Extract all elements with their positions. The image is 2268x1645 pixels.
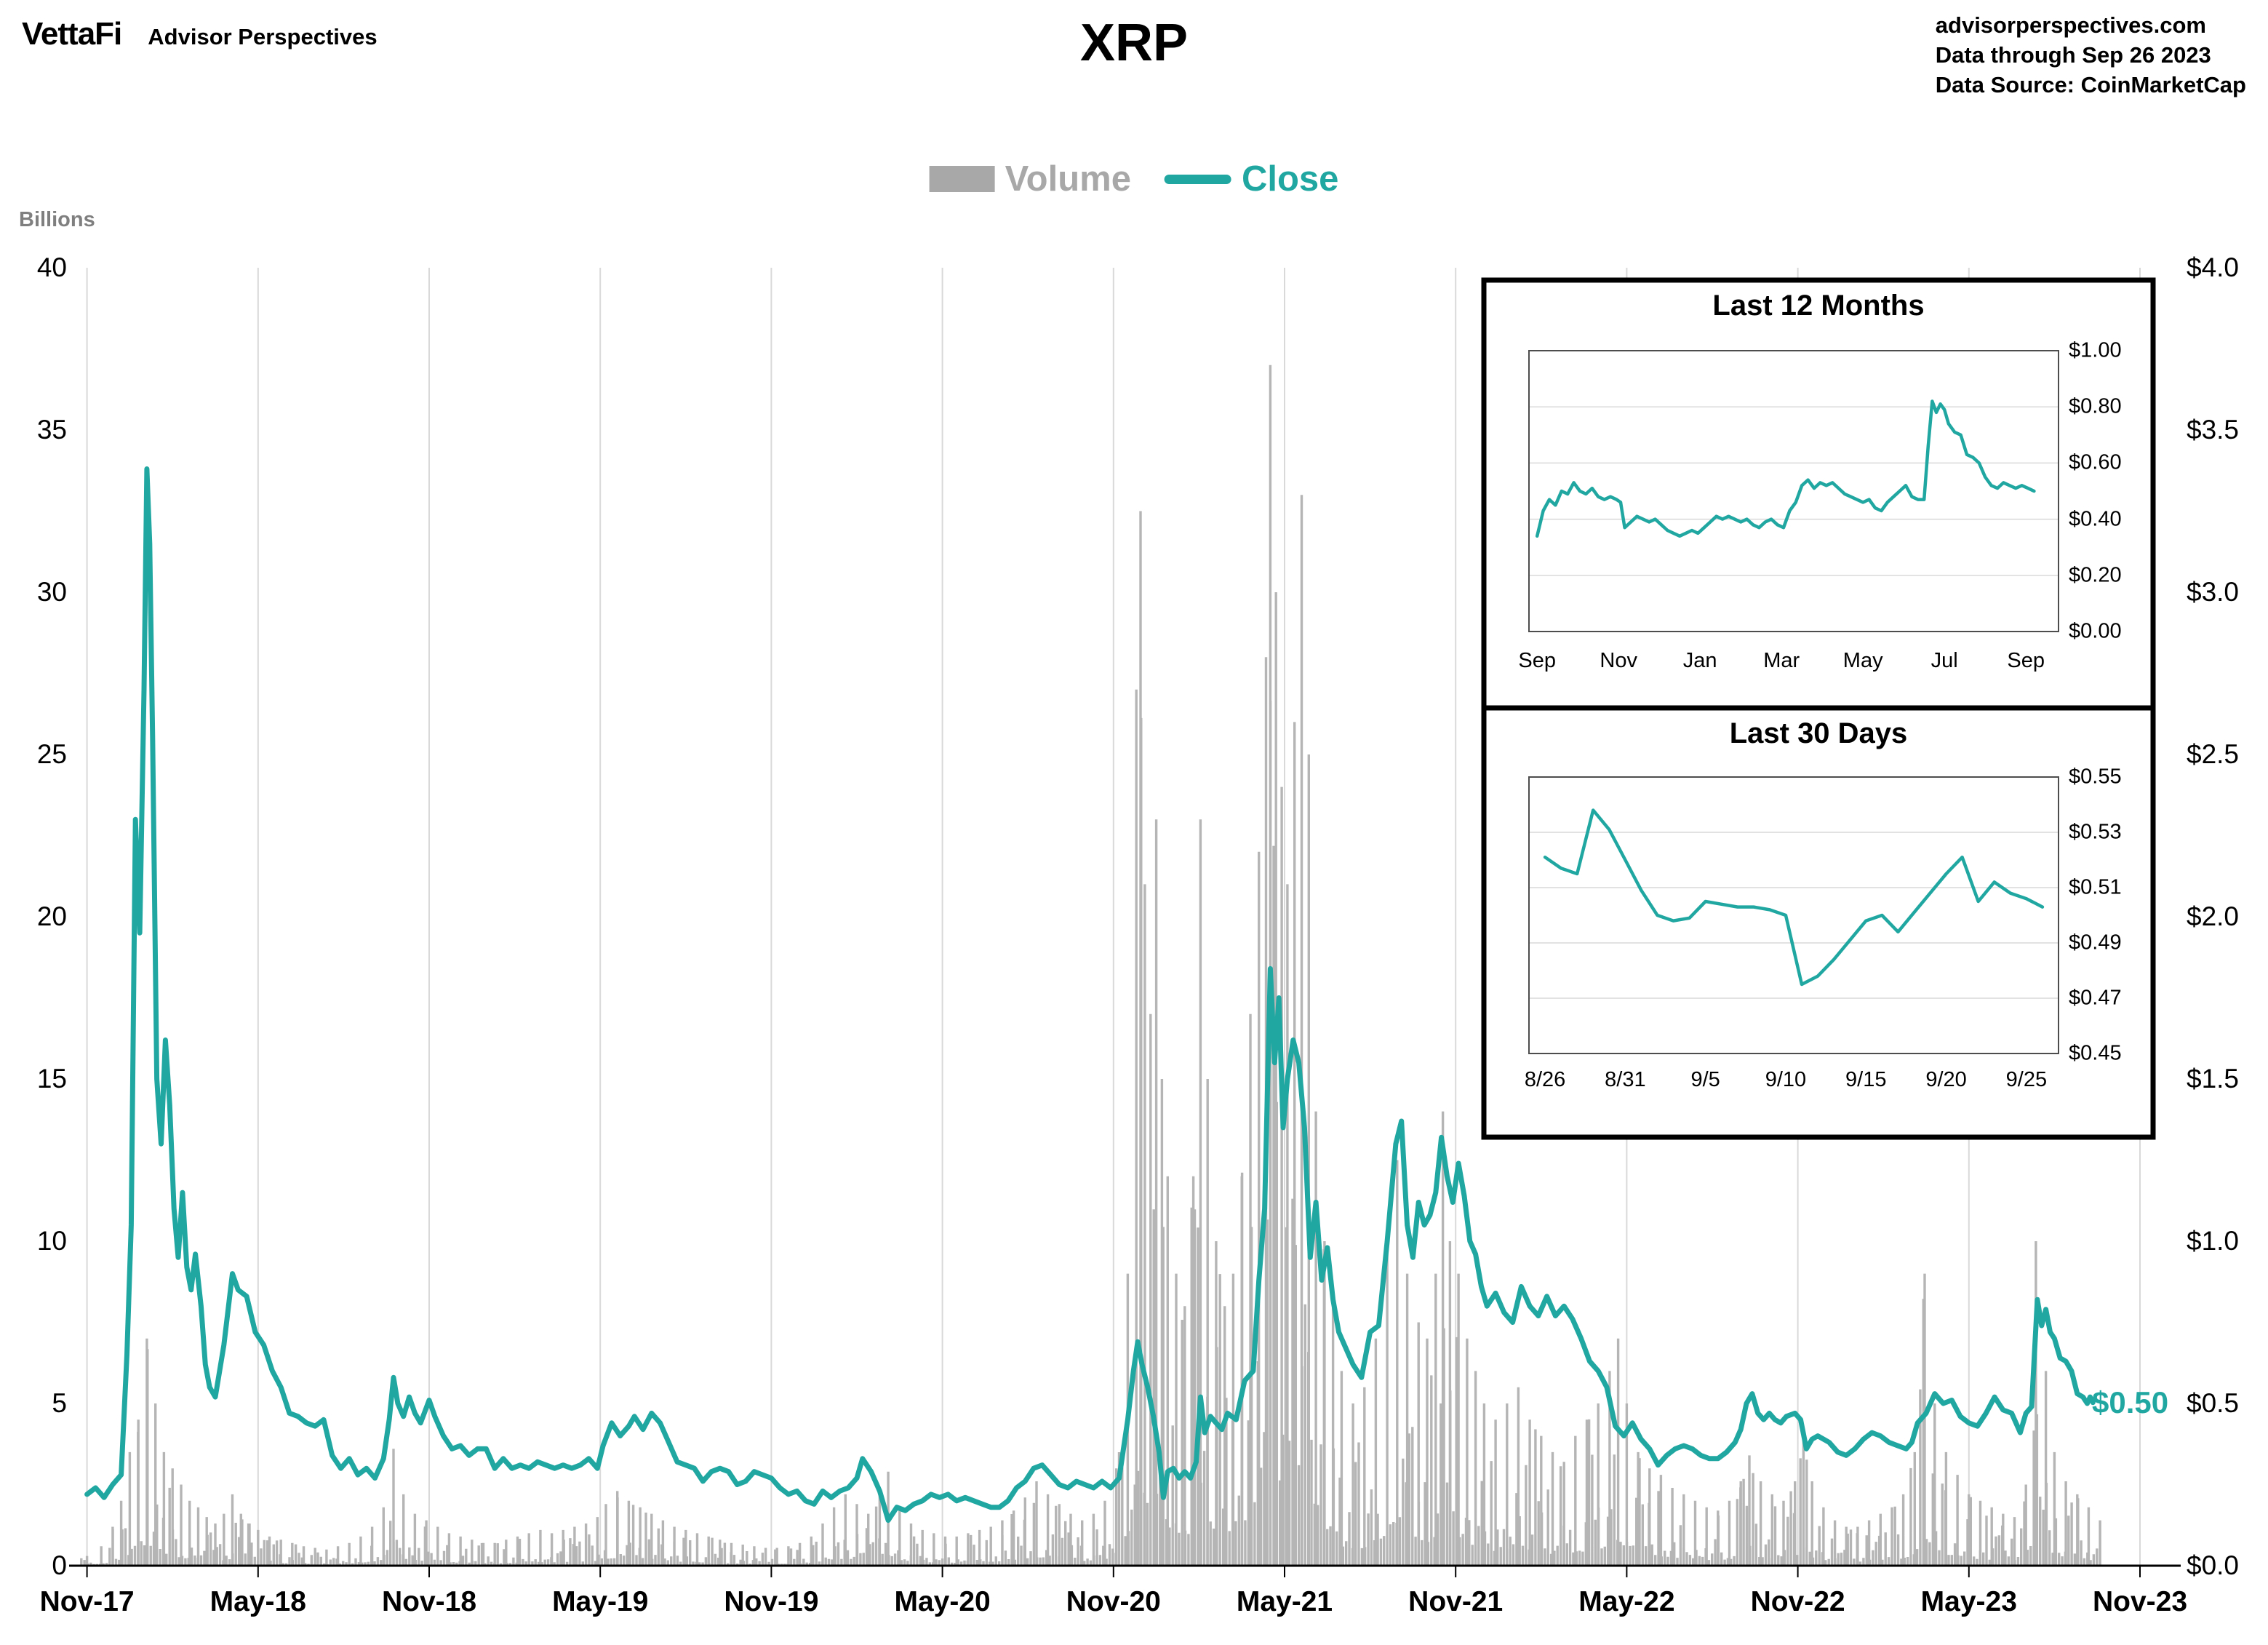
inset-12-months-y-tick: $0.00 <box>2069 619 2122 643</box>
main-x-axis-tick: Nov-21 <box>1408 1586 1504 1617</box>
inset-12-months-x-tick: Mar <box>1763 649 1800 672</box>
main-left-axis-tick: 30 <box>36 577 67 607</box>
main-left-axis-tick: 15 <box>36 1064 67 1094</box>
inset-12-months-x-tick: Jul <box>1930 649 1958 672</box>
legend: Volume Close <box>929 159 1339 199</box>
inset-12-months-x-tick: May <box>1842 649 1883 672</box>
close-line-swatch-icon <box>1164 174 1231 184</box>
inset-12-months-title: Last 12 Months <box>1712 290 1925 322</box>
main-x-axis-tick: May-21 <box>1236 1586 1333 1617</box>
legend-volume-label: Volume <box>1005 159 1131 199</box>
inset-30-days-y-tick: $0.51 <box>2069 875 2122 899</box>
inset-12-months-y-tick: $0.80 <box>2069 394 2122 418</box>
main-right-axis-tick: $0.5 <box>2187 1388 2240 1418</box>
main-x-axis-tick: May-23 <box>1920 1586 2017 1617</box>
inset-30-days-x-tick: 8/26 <box>1524 1068 1566 1091</box>
inset-30-days-y-tick: $0.53 <box>2069 820 2122 844</box>
left-axis-title: Billions <box>19 208 95 231</box>
volume-swatch-icon <box>929 166 995 192</box>
main-x-axis-tick: Nov-17 <box>39 1586 135 1617</box>
last-price-label: $0.50 <box>2092 1385 2169 1419</box>
main-left-axis-tick: 25 <box>36 739 67 769</box>
main-x-axis-tick: May-22 <box>1578 1586 1675 1617</box>
main-right-axis-tick: $2.0 <box>2187 901 2240 931</box>
inset-12-months-y-tick: $0.60 <box>2069 450 2122 474</box>
inset-30-days-x-tick: 9/15 <box>1845 1068 1887 1091</box>
inset-12-months-y-tick: $0.40 <box>2069 507 2122 531</box>
inset-12-months-y-tick: $0.20 <box>2069 563 2122 587</box>
main-left-axis-tick: 40 <box>36 252 67 282</box>
main-right-axis-tick: $3.5 <box>2187 415 2240 445</box>
page-title: XRP <box>1079 14 1189 72</box>
inset-30-days-y-tick: $0.45 <box>2069 1041 2122 1065</box>
vettafi-logo-text: VettaFi <box>22 16 122 52</box>
vettafi-logo: VettaFi Advisor Perspectives <box>22 16 378 52</box>
main-right-axis-tick: $1.0 <box>2187 1226 2240 1256</box>
main-left-axis-tick: 20 <box>36 901 67 931</box>
source-data-through: Data through Sep 26 2023 <box>1935 42 2211 68</box>
source-website: advisorperspectives.com <box>1935 12 2206 38</box>
inset-30-days-x-tick: 9/20 <box>1925 1068 1967 1091</box>
inset-30-days-y-tick: $0.47 <box>2069 986 2122 1010</box>
main-x-axis-tick: May-18 <box>209 1586 306 1617</box>
main-right-axis-tick: $3.0 <box>2187 577 2240 607</box>
inset-30-days-x-tick: 8/31 <box>1605 1068 1646 1091</box>
main-x-axis-tick: May-20 <box>894 1586 991 1617</box>
inset-30-days-y-tick: $0.55 <box>2069 765 2122 789</box>
source-info: advisorperspectives.com Data through Sep… <box>1936 10 2246 100</box>
main-left-axis-tick: 0 <box>52 1550 67 1580</box>
inset-12-months-x-tick: Sep <box>1518 649 1556 672</box>
main-right-axis-tick: $0.0 <box>2187 1550 2240 1580</box>
main-right-axis-tick: $4.0 <box>2187 252 2240 282</box>
main-x-axis-tick: May-19 <box>552 1586 649 1617</box>
inset-30-days-y-tick: $0.49 <box>2069 931 2122 955</box>
main-x-axis-tick: Nov-20 <box>1066 1586 1161 1617</box>
inset-12-months-y-tick: $1.00 <box>2069 338 2122 362</box>
inset-30-days-title: Last 30 Days <box>1729 717 1908 749</box>
inset-12-months-x-tick: Sep <box>2007 649 2045 672</box>
main-right-axis-tick: $1.5 <box>2187 1064 2240 1094</box>
main-right-axis-tick: $2.5 <box>2187 739 2240 769</box>
inset-30-days-x-tick: 9/25 <box>2005 1068 2048 1091</box>
main-left-axis-tick: 35 <box>36 415 67 445</box>
main-x-axis-tick: Nov-23 <box>2092 1586 2188 1617</box>
inset-12-months-x-tick: Jan <box>1682 649 1717 672</box>
inset-12-months-x-tick: Nov <box>1600 649 1637 672</box>
main-x-axis-tick: Nov-19 <box>724 1586 819 1617</box>
main-x-axis-tick: Nov-18 <box>381 1586 477 1617</box>
inset-30-days-x-tick: 9/5 <box>1690 1068 1720 1091</box>
main-left-axis-tick: 10 <box>36 1226 67 1256</box>
source-data-source: Data Source: CoinMarketCap <box>1935 72 2246 97</box>
legend-close-label: Close <box>1241 159 1339 199</box>
main-left-axis-tick: 5 <box>52 1388 67 1418</box>
inset-30-days-x-tick: 9/10 <box>1765 1068 1807 1091</box>
main-x-axis-tick: Nov-22 <box>1750 1586 1845 1617</box>
advisor-perspectives-label: Advisor Perspectives <box>148 24 378 49</box>
